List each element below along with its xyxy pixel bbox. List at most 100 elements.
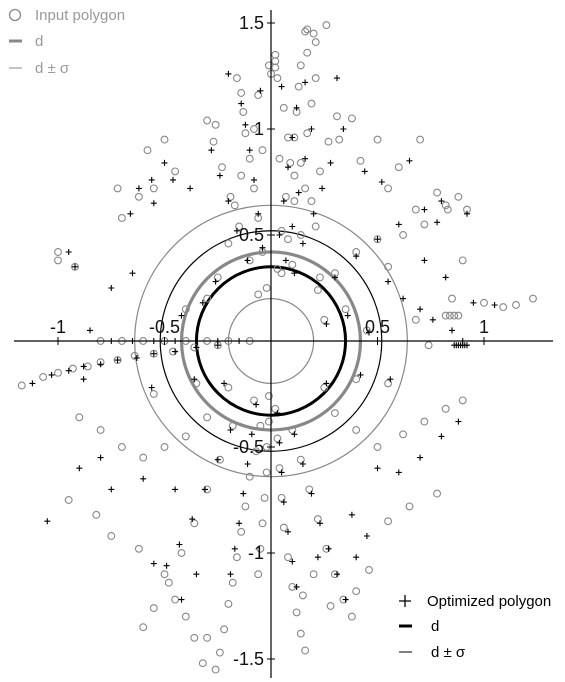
optimized-point xyxy=(65,249,72,255)
optimized-point xyxy=(236,520,243,527)
optimized-point xyxy=(429,316,436,323)
optimized-point xyxy=(285,528,291,535)
input-point xyxy=(292,608,301,617)
input-point xyxy=(309,570,318,579)
optimized-point xyxy=(395,221,402,228)
input-polygon-legend-marker xyxy=(8,8,22,22)
input-point xyxy=(458,256,467,265)
input-point xyxy=(68,364,77,373)
input-point xyxy=(96,426,105,434)
input-point xyxy=(330,409,339,418)
optimized-point xyxy=(314,554,321,561)
optimized-point xyxy=(172,486,179,493)
input-point xyxy=(373,235,382,244)
optimized-point xyxy=(299,240,306,247)
optimized-point xyxy=(434,219,441,226)
input-point xyxy=(237,89,246,97)
input-point xyxy=(275,464,284,473)
input-point xyxy=(258,146,267,155)
input-point xyxy=(356,156,365,165)
input-point xyxy=(235,222,244,231)
input-point xyxy=(296,629,305,638)
input-point xyxy=(296,61,305,70)
optimized-point xyxy=(289,134,296,141)
input-point xyxy=(139,453,148,462)
input-point xyxy=(303,129,312,138)
input-point xyxy=(226,192,235,201)
optimized-point xyxy=(293,583,300,590)
optimized-point xyxy=(176,541,183,548)
optimized-point xyxy=(421,206,428,213)
x-tick-label: 0.5 xyxy=(365,317,390,337)
input-point xyxy=(311,222,320,231)
input-point xyxy=(113,184,122,193)
optimized-point xyxy=(97,454,104,461)
input-point xyxy=(448,294,456,303)
optimized-point xyxy=(470,299,477,306)
input-point xyxy=(64,496,73,504)
optimized-point xyxy=(278,83,285,90)
y-tick-label: -0.5 xyxy=(233,437,264,457)
optimized-point xyxy=(140,475,147,482)
input-point xyxy=(420,417,429,426)
input-point xyxy=(326,602,335,610)
optimized-point xyxy=(225,70,232,77)
input-dsigma-legend-label: d ± σ xyxy=(35,60,70,77)
optimized-point xyxy=(464,210,470,217)
optimized-point xyxy=(491,302,498,308)
input-point xyxy=(181,305,190,314)
input-point xyxy=(250,396,258,405)
input-point xyxy=(258,519,267,528)
input-point xyxy=(262,468,271,477)
optimized-point xyxy=(170,176,176,183)
input-point xyxy=(313,515,322,524)
input-point xyxy=(296,158,305,167)
input-point xyxy=(365,566,373,574)
optimized-point xyxy=(76,465,83,472)
input-point xyxy=(445,311,454,320)
input-point xyxy=(250,125,258,133)
input-point xyxy=(264,61,273,70)
input-point xyxy=(303,25,312,34)
input-point xyxy=(241,502,250,511)
input-point xyxy=(160,570,169,579)
input-point xyxy=(149,184,158,193)
input-point xyxy=(324,137,333,146)
input-point xyxy=(307,197,316,206)
optimized-point xyxy=(257,87,264,94)
optimized-point xyxy=(289,558,296,565)
input-point xyxy=(252,447,261,456)
optimized-point xyxy=(417,454,424,461)
optimized-point xyxy=(227,571,234,578)
legend-top-left: Input polygon d d ± σ xyxy=(8,7,125,77)
input-point xyxy=(164,578,173,587)
optimized-point xyxy=(291,431,298,438)
optimized-point xyxy=(244,461,251,467)
optimized-point xyxy=(221,380,228,387)
optimized-point xyxy=(108,486,115,493)
input-point xyxy=(320,383,329,392)
optimized-point xyxy=(334,75,340,82)
legend-bottom-right: Optimized polygon d d ± σ xyxy=(399,593,551,661)
input-point xyxy=(177,549,186,557)
input-point xyxy=(250,184,258,193)
optimized-point xyxy=(280,198,287,205)
input-point xyxy=(313,286,322,295)
optimized-point xyxy=(302,79,309,86)
input-point xyxy=(294,82,303,91)
optimized-point xyxy=(65,367,72,374)
input-point xyxy=(384,184,393,193)
input-point xyxy=(296,455,305,464)
optimized-point xyxy=(406,157,413,164)
input-point xyxy=(203,633,212,642)
input-point xyxy=(311,74,320,83)
input-point xyxy=(75,413,84,422)
input-point xyxy=(39,373,48,381)
input-point xyxy=(203,294,212,303)
input-point xyxy=(277,226,286,235)
input-point xyxy=(209,137,218,146)
input-point xyxy=(384,517,393,526)
input-point xyxy=(92,510,101,519)
input-point xyxy=(441,404,450,413)
input-point xyxy=(160,443,169,451)
